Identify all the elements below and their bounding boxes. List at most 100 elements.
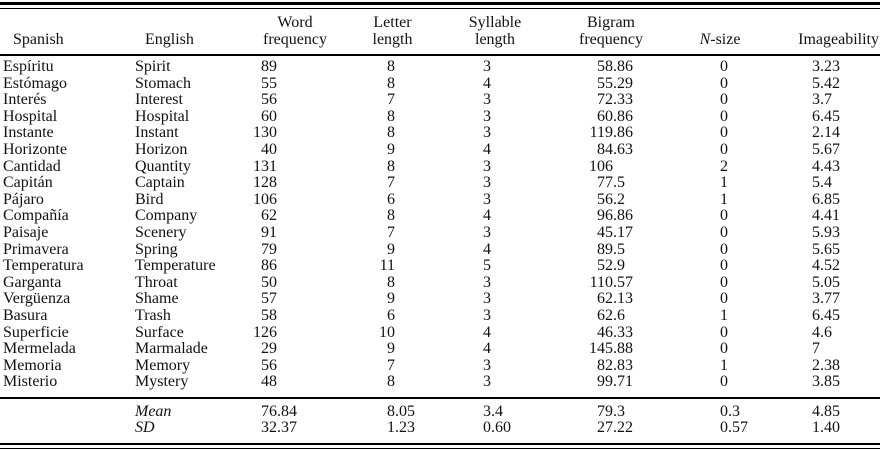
cell-imageability: 3.7 (768, 92, 880, 109)
table-row: Garganta Throat 50 8 3 110.57 0 5.05 (0, 273, 880, 292)
numeric-value: 55.29 (597, 74, 633, 92)
cell-spanish: Capitán (3, 174, 53, 192)
numeric-value: 106 (253, 190, 277, 208)
numeric-value: 131 (253, 157, 277, 175)
cell-n-size: 0 (672, 258, 768, 275)
cell-syllable-length: 3 (440, 55, 550, 76)
cell-word-frequency: 91 (245, 223, 345, 242)
numeric-value: 4 (483, 340, 491, 358)
cell-imageability: 5.4 (768, 175, 880, 192)
cell-word-frequency: 126 (245, 324, 345, 342)
column-header-imageability: Imageability (768, 9, 880, 56)
column-header-word-frequency: Word frequency (245, 9, 345, 56)
cell-bigram-frequency: 52.9 (550, 258, 672, 275)
cell-bigram-frequency: 106 (550, 158, 672, 176)
cell-word-frequency: 131 (245, 157, 345, 176)
column-header-syllable-length: Syllable length (440, 9, 550, 56)
numeric-value: 86 (261, 257, 277, 275)
cell-syllable-length: 4 (440, 340, 550, 358)
cell-n-size: 0 (672, 208, 768, 225)
numeric-value: 145.88 (589, 340, 633, 358)
table-row: Vergüenza Shame 57 9 3 62.13 0 3.77 (0, 291, 880, 308)
numeric-value: 56.2 (597, 190, 625, 208)
numeric-value: 62 (261, 207, 277, 225)
numeric-value: 9 (387, 240, 395, 258)
cell-letter-length: 8 (345, 74, 440, 93)
numeric-value: 4 (483, 74, 491, 92)
cell-word-frequency: 76.84 (245, 396, 345, 421)
cell-n-size: 0 (672, 75, 768, 93)
cell-syllable-length: 3 (440, 92, 550, 109)
numeric-value: 0 (720, 373, 728, 391)
cell-syllable-length: 5 (440, 258, 550, 275)
cell-n-size: 0 (672, 324, 768, 342)
numeric-value: 1 (720, 306, 728, 324)
numeric-value: 0 (720, 273, 728, 291)
numeric-value: 4 (483, 240, 491, 258)
cell-spanish: Instante (3, 124, 54, 142)
numeric-value: 9 (387, 140, 395, 158)
numeric-value: 3.77 (812, 290, 840, 308)
cell-syllable-length: 3 (440, 175, 550, 192)
numeric-value: 8 (387, 74, 395, 92)
numeric-value: 9 (387, 340, 395, 358)
numeric-value: 4 (483, 207, 491, 225)
table-row: Capitán Captain 128 7 3 77.5 1 5.4 (0, 175, 880, 192)
cell-imageability: 3.77 (768, 291, 880, 308)
cell-syllable-length: 4 (440, 324, 550, 342)
cell-imageability: 5.67 (768, 141, 880, 159)
table-row: Interés Interest 56 7 3 72.33 0 3.7 (0, 92, 880, 109)
numeric-value: 3 (483, 58, 491, 75)
cell-summary-label: SD (135, 419, 155, 437)
cell-letter-length: 8.05 (345, 396, 440, 421)
table-body: Espíritu Spirit 89 8 3 58.86 0 3.23 Estómago Stom… (0, 55, 880, 398)
numeric-value: 48 (261, 373, 277, 391)
cell-bigram-frequency: 58.86 (550, 55, 672, 76)
cell-spanish: Memoria (3, 356, 62, 374)
table-summary: Mean 76.84 8.05 3.4 79.3 0.3 4.85 SD 32.37 1.23 0.… (0, 396, 880, 443)
cell-word-frequency: 128 (245, 175, 345, 192)
numeric-value: 8 (387, 58, 395, 75)
cell-word-frequency: 57 (245, 291, 345, 308)
numeric-value: 9 (387, 290, 395, 308)
cell-imageability: 7 (768, 340, 880, 358)
numeric-value: 3.85 (812, 373, 840, 391)
numeric-value: 0 (720, 240, 728, 258)
cell-letter-length: 7 (345, 357, 440, 375)
cell-imageability: 4.85 (768, 396, 880, 421)
cell-word-frequency: 62 (245, 208, 345, 225)
cell-spanish: Primavera (3, 240, 69, 258)
cell-letter-length: 8 (345, 108, 440, 126)
table-header: Spanish English Word frequency Letter le… (0, 9, 880, 56)
cell-word-frequency: 40 (245, 141, 345, 159)
numeric-value: 91 (261, 223, 277, 241)
cell-bigram-frequency: 62.6 (550, 307, 672, 325)
numeric-value: 45.17 (597, 223, 633, 241)
cell-bigram-frequency: 99.71 (550, 374, 672, 398)
cell-english: Captain (135, 174, 185, 192)
cell-bigram-frequency: 62.13 (550, 291, 672, 308)
numeric-value: 3 (483, 223, 491, 241)
numeric-value: 89 (261, 58, 277, 75)
cell-english: Hospital (135, 107, 190, 125)
numeric-value: 27.22 (597, 419, 633, 437)
cell-syllable-length: 3 (440, 223, 550, 242)
cell-word-frequency: 56 (245, 357, 345, 375)
numeric-value: 7 (387, 174, 395, 192)
numeric-value: 2 (720, 157, 728, 175)
cell-syllable-length: 3 (440, 274, 550, 292)
numeric-value: 0.57 (720, 419, 748, 437)
numeric-value: 79.3 (597, 402, 625, 420)
table-row: Instante Instant 130 8 3 119.86 0 2.14 (0, 125, 880, 142)
cell-word-frequency: 79 (245, 241, 345, 259)
cell-syllable-length: 0.60 (440, 420, 550, 443)
cell-bigram-frequency: 89.5 (550, 241, 672, 259)
numeric-value: 0 (720, 290, 728, 308)
numeric-value: 1.40 (812, 419, 840, 437)
cell-imageability: 1.40 (768, 420, 880, 443)
cell-letter-length: 6 (345, 191, 440, 209)
cell-syllable-length: 3 (440, 108, 550, 126)
cell-bigram-frequency: 96.86 (550, 208, 672, 225)
cell-spanish: Temperatura (3, 257, 84, 275)
cell-bigram-frequency: 79.3 (550, 396, 672, 421)
